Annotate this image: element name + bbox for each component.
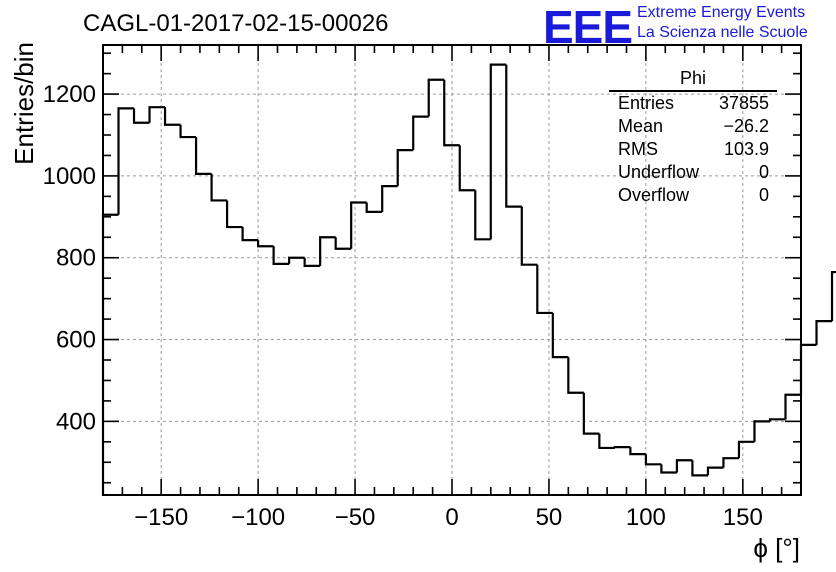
histogram-bin	[474, 190, 491, 241]
histogram-bin	[598, 433, 615, 450]
stats-row-underflow: Underflow 0	[609, 161, 777, 184]
y-tick-label: 1200	[43, 81, 96, 108]
histogram-bin	[163, 107, 181, 126]
stats-value: −26.2	[723, 116, 769, 136]
histogram-bin	[629, 447, 646, 456]
x-tick-label: 150	[723, 504, 763, 531]
histogram-bin	[241, 227, 259, 242]
histogram-bin	[768, 418, 786, 422]
histogram-bin	[458, 145, 476, 192]
stats-row-rms: RMS 103.9	[609, 138, 777, 161]
stats-box: Phi Entries 37855 Mean −26.2 RMS 103.9 U…	[609, 68, 777, 207]
x-axis-ticks	[102, 45, 802, 495]
stats-row-overflow: Overflow 0	[609, 184, 777, 207]
stats-label: RMS	[618, 139, 658, 159]
histogram-bin	[194, 137, 212, 175]
stats-row-entries: Entries 37855	[609, 92, 777, 115]
x-tick-labels: −150 −100 −50 0 50 100 150	[134, 504, 763, 531]
stats-label: Entries	[618, 93, 675, 113]
stats-value: 0	[758, 162, 769, 182]
histogram-bin	[443, 79, 460, 147]
histogram-bin	[225, 200, 243, 229]
y-tick-label: 1000	[43, 163, 96, 190]
stats-row-mean: Mean −26.2	[609, 115, 777, 138]
brand-line-2: La Scienza nelle Scuole	[637, 24, 808, 41]
histogram-bin	[288, 256, 305, 264]
histogram-bin	[412, 115, 429, 151]
histogram-bin	[334, 237, 352, 250]
histogram-bin	[799, 343, 817, 395]
x-tick-label: 100	[626, 504, 666, 531]
histogram-bin	[505, 64, 522, 208]
x-tick-label: 0	[445, 504, 458, 531]
x-tick-label: −100	[231, 504, 285, 531]
histogram-bin	[117, 107, 135, 215]
stats-box-title: Phi	[609, 68, 777, 92]
stats-value: 103.9	[723, 139, 769, 159]
histogram-bin	[272, 246, 290, 265]
histogram-bin	[536, 264, 553, 315]
histogram-bin	[582, 392, 600, 435]
histogram-bin	[660, 464, 677, 474]
brand-line-1: Extreme Energy Events	[637, 4, 806, 21]
y-tick-label: 400	[56, 408, 96, 435]
y-axis-ticks	[103, 52, 801, 484]
histogram-bin	[830, 270, 836, 322]
stats-label: Mean	[618, 116, 664, 136]
histogram-bin	[551, 312, 569, 359]
stats-label: Underflow	[618, 162, 700, 182]
histogram-bin	[319, 236, 336, 266]
stats-value: 37855	[718, 93, 769, 113]
histogram-bin	[722, 457, 739, 468]
histogram-bin	[427, 78, 445, 117]
histogram-bin	[210, 173, 228, 202]
histogram-bin	[101, 213, 119, 495]
histogram-bin	[303, 257, 321, 268]
y-axis-label: Entries/bin	[9, 42, 39, 165]
stats-value: 0	[758, 185, 769, 205]
histogram-bin	[381, 185, 398, 212]
histogram-bin	[365, 202, 383, 214]
histogram-bin	[613, 446, 631, 449]
grid-lines	[103, 45, 801, 495]
x-tick-label: −50	[335, 504, 376, 531]
histogram-bin	[132, 108, 150, 124]
histogram-bin	[179, 124, 197, 139]
eee-logo: EEE	[543, 1, 633, 53]
histogram-bin	[691, 460, 708, 477]
histogram-bin	[489, 63, 507, 240]
stats-label: Overflow	[618, 185, 690, 205]
histogram-bin	[396, 149, 414, 187]
histogram-bin	[706, 466, 724, 476]
x-tick-label: 50	[536, 504, 563, 531]
chart-title: CAGL-01-2017-02-15-00026	[83, 10, 389, 37]
histogram-bin	[257, 240, 274, 248]
histogram-bin	[675, 459, 693, 473]
histogram-bin	[784, 393, 801, 420]
y-tick-label: 600	[56, 327, 96, 354]
histogram-bin	[815, 320, 833, 345]
x-tick-label: −150	[134, 504, 188, 531]
histogram-bin	[644, 454, 662, 466]
histogram-series	[101, 63, 836, 495]
x-axis-label: ϕ [°]	[753, 533, 800, 563]
y-tick-label: 800	[56, 245, 96, 272]
histogram-bin	[350, 201, 367, 249]
histogram-bin	[753, 420, 770, 442]
histogram-bin	[737, 440, 755, 459]
histogram-bin	[148, 106, 166, 123]
y-tick-labels: 400 600 800 1000 1200	[43, 81, 96, 435]
histogram-bin	[567, 357, 584, 394]
histogram-bin	[520, 206, 538, 266]
